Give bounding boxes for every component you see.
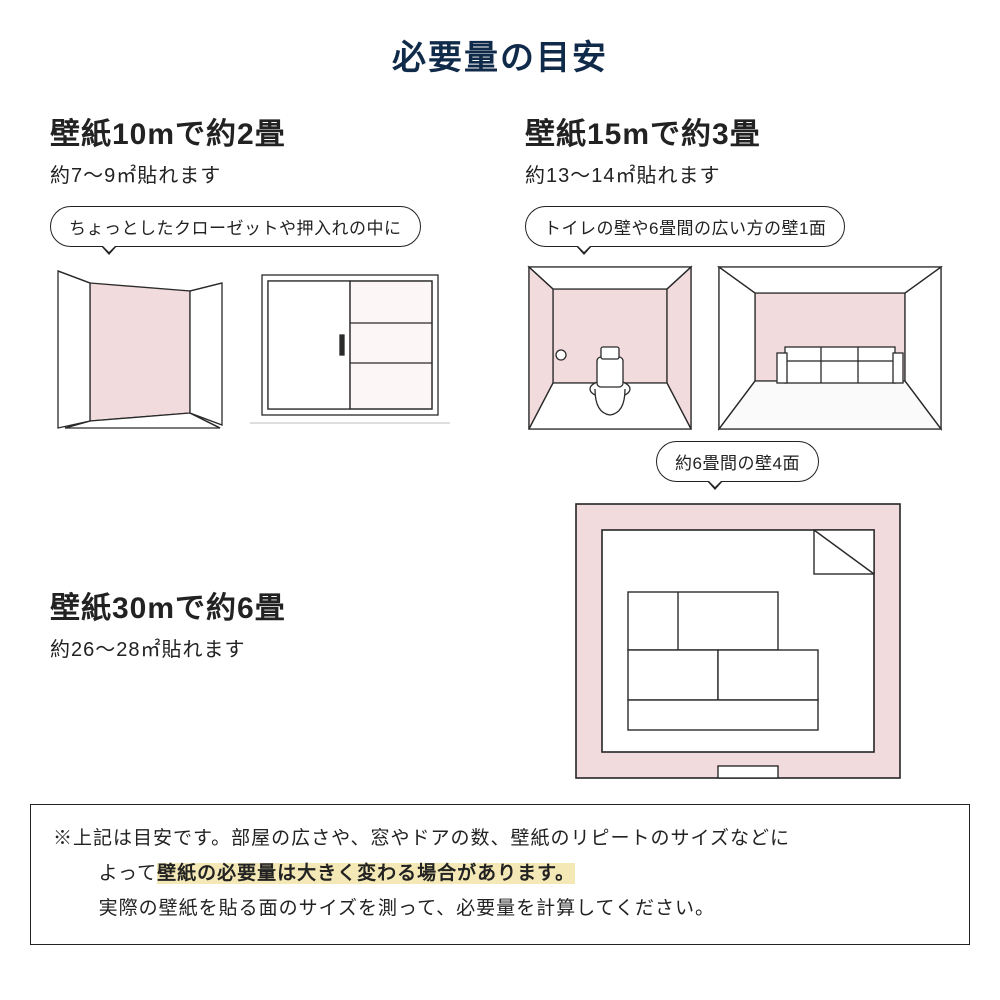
toilet-room-icon [525, 263, 695, 433]
section-15m-sub: 約13～14㎡貼れます [525, 159, 950, 188]
section-15m-heading: 壁紙15mで約3畳 [525, 109, 950, 153]
closet-sliding-icon [250, 263, 450, 433]
section-30m-bubble: 約6畳間の壁4面 [656, 441, 819, 482]
section-30m: 壁紙30mで約6畳 約26～28㎡貼れます [50, 433, 475, 786]
sections-grid: 壁紙10mで約2畳 約7～9㎡貼れます ちょっとしたクローゼットや押入れの中に [0, 79, 1000, 786]
section-10m-heading: 壁紙10mで約2畳 [50, 109, 475, 153]
section-15m-bubble: トイレの壁や6畳間の広い方の壁1面 [525, 206, 845, 247]
notice-text-1a: ※上記は目安です。部屋の広さや、窓やドアの数、壁紙のリピートのサイズなどに [53, 828, 790, 849]
section-30m-sub: 約26～28㎡貼れます [50, 633, 475, 662]
notice-highlight: 壁紙の必要量は大きく変わる場合があります。 [157, 863, 575, 884]
section-10m-illustrations [50, 263, 475, 433]
closet-open-icon [50, 263, 230, 433]
notice-box: ※上記は目安です。部屋の広さや、窓やドアの数、壁紙のリピートのサイズなどに よっ… [30, 804, 970, 945]
section-10m: 壁紙10mで約2畳 約7～9㎡貼れます ちょっとしたクローゼットや押入れの中に [50, 109, 475, 433]
section-30m-heading: 壁紙30mで約6畳 [50, 583, 475, 627]
section-10m-sub: 約7～9㎡貼れます [50, 159, 475, 188]
notice-text-1b: よって [53, 863, 157, 884]
living-room-accent-wall-icon [715, 263, 945, 433]
section-10m-bubble: ちょっとしたクローゼットや押入れの中に [50, 206, 421, 247]
notice-line-2: 実際の壁紙を貼る面のサイズを測って、必要量を計算してください。 [53, 891, 947, 926]
section-30m-illustration-block: 約6畳間の壁4面 [525, 433, 950, 786]
section-15m: 壁紙15mで約3畳 約13～14㎡貼れます トイレの壁や6畳間の広い方の壁1面 [525, 109, 950, 433]
section-15m-illustrations [525, 263, 950, 433]
section-30m-illustrations [525, 496, 950, 786]
notice-line-1: ※上記は目安です。部屋の広さや、窓やドアの数、壁紙のリピートのサイズなどに よっ… [53, 821, 947, 891]
room-topdown-icon [568, 496, 908, 786]
page-title: 必要量の目安 [0, 0, 1000, 79]
